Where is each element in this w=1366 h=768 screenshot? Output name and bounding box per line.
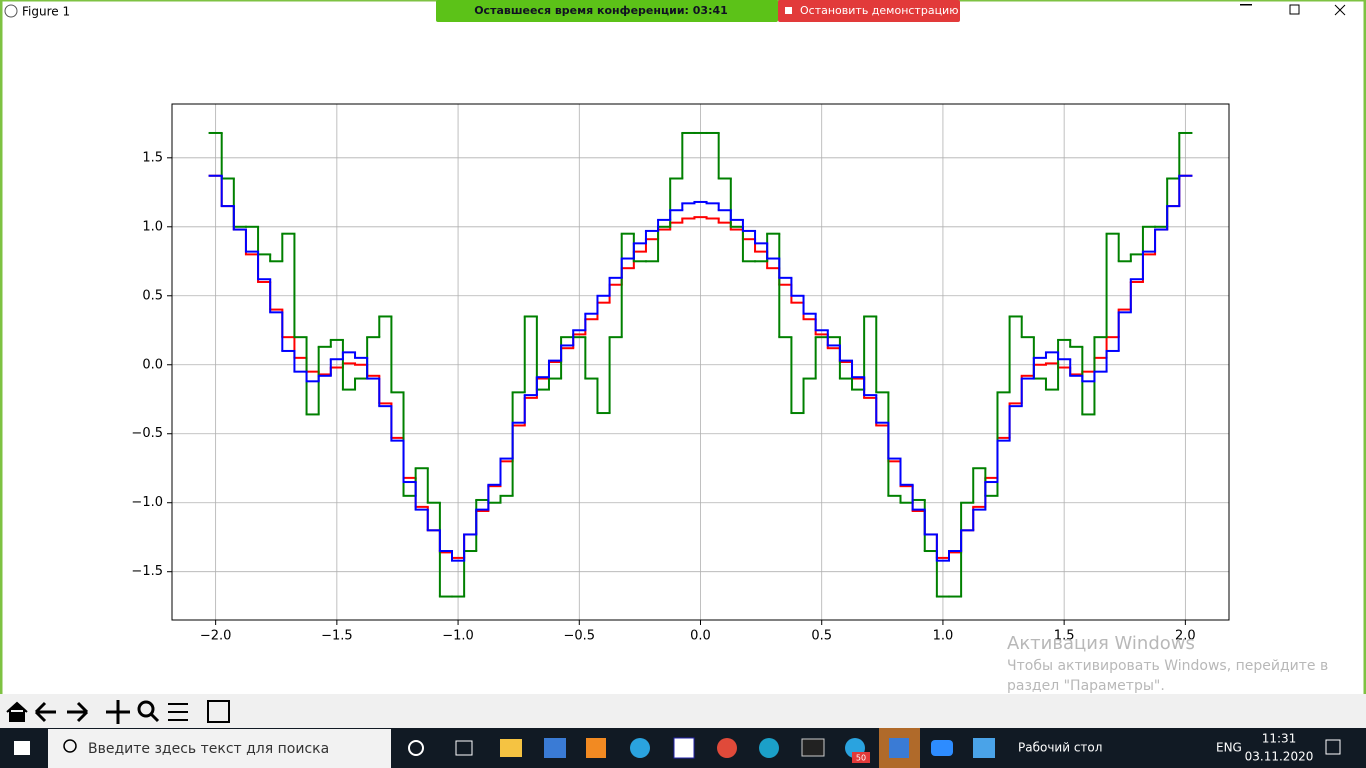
- app-terminal[interactable]: [801, 738, 825, 757]
- app-lambda[interactable]: [673, 737, 695, 759]
- y-tick-label: 0.0: [142, 357, 163, 372]
- task-view[interactable]: [455, 740, 473, 756]
- stop-icon: [785, 7, 792, 14]
- x-tick-label: 0.5: [811, 629, 832, 644]
- zoom-button[interactable]: [137, 700, 155, 718]
- x-tick-label: 2.0: [1175, 629, 1196, 644]
- stop-label[interactable]: Остановить демонстрацию: [800, 4, 958, 17]
- app-photos[interactable]: [973, 738, 995, 758]
- y-tick-label: 0.5: [142, 288, 163, 303]
- y-tick-label: −0.5: [131, 426, 163, 441]
- app-edge[interactable]: [759, 738, 779, 758]
- conference-bar: [436, 0, 778, 22]
- x-tick-label: 0.0: [690, 629, 711, 644]
- y-tick-label: −1.0: [131, 495, 163, 510]
- watermark-line: Чтобы активировать Windows, перейдите в: [1007, 658, 1328, 674]
- lang[interactable]: ENG: [1216, 741, 1242, 755]
- start-button[interactable]: [14, 741, 30, 755]
- app-python[interactable]: [544, 738, 566, 758]
- badge-label: 50: [856, 754, 866, 763]
- x-tick-label: 1.5: [1054, 629, 1075, 644]
- app-python-active: [889, 738, 909, 758]
- forward-button[interactable]: [67, 701, 89, 723]
- y-tick-label: −1.5: [131, 564, 163, 579]
- app-icon: [4, 4, 18, 18]
- home-button[interactable]: [6, 701, 28, 722]
- watermark-title: Активация Windows: [1007, 633, 1195, 654]
- maximize[interactable]: [1289, 4, 1300, 15]
- back-button[interactable]: [34, 701, 56, 723]
- window-title: Figure 1: [22, 5, 70, 19]
- x-tick-label: 1.0: [933, 629, 954, 644]
- x-tick-label: −1.5: [321, 629, 353, 644]
- conference-timer: Оставшееся время конференции: 03:41: [474, 4, 728, 17]
- zoom-handle: [149, 712, 160, 723]
- configure-button[interactable]: [168, 703, 188, 721]
- close[interactable]: [1334, 4, 1346, 16]
- app-chrome[interactable]: [717, 738, 737, 758]
- save-button[interactable]: [207, 700, 230, 723]
- x-tick-label: −0.5: [563, 629, 595, 644]
- clock-time[interactable]: 11:31: [1262, 732, 1297, 746]
- app-zoom[interactable]: [931, 740, 953, 756]
- plot: −2.0 −1.5 −1.0 −0.5 0.0 0.5 1.0 1.5 2.0 −1.5 −1.0 −…: [131, 104, 1229, 644]
- app-explorer[interactable]: [500, 739, 522, 757]
- y-tick-label: 1.5: [142, 150, 163, 165]
- watermark-line: раздел "Параметры".: [1007, 678, 1165, 694]
- pan-button[interactable]: [106, 700, 130, 724]
- cortana[interactable]: [408, 740, 424, 756]
- clock-date[interactable]: 03.11.2020: [1245, 750, 1314, 764]
- x-tick-label: −1.0: [442, 629, 474, 644]
- badge: [852, 752, 870, 763]
- y-tick-label: 1.0: [142, 219, 163, 234]
- app-telegram[interactable]: [630, 738, 650, 758]
- search-placeholder[interactable]: Введите здесь текст для поиска: [88, 741, 329, 757]
- desktop-label[interactable]: Рабочий стол: [1018, 741, 1102, 755]
- search-box[interactable]: [48, 729, 391, 768]
- app-sublime[interactable]: [586, 738, 606, 758]
- minimize[interactable]: [1240, 4, 1252, 6]
- notifications[interactable]: [1325, 739, 1341, 755]
- x-tick-label: −2.0: [200, 629, 232, 644]
- search-icon: [63, 739, 77, 753]
- toolbar: [0, 694, 1366, 728]
- axes-frame: [171, 103, 1230, 621]
- stop-button[interactable]: [778, 0, 960, 22]
